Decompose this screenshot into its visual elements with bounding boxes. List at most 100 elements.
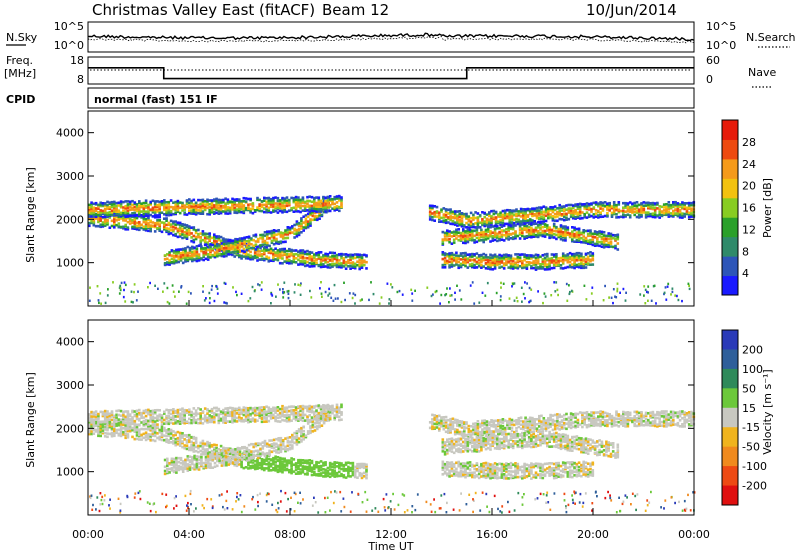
data-cell (476, 226, 479, 229)
data-cell (177, 431, 180, 434)
data-cell (127, 203, 130, 206)
data-cell (487, 225, 490, 228)
data-cell (460, 234, 463, 237)
data-cell (302, 471, 305, 474)
data-cell (195, 450, 198, 453)
data-cell (309, 429, 312, 432)
data-cell (590, 215, 593, 218)
data-cell (486, 218, 489, 221)
data-cell (188, 439, 191, 442)
data-cell (102, 413, 105, 416)
data-cell (354, 302, 356, 304)
data-cell (131, 291, 133, 293)
data-cell (127, 209, 130, 212)
data-cell (277, 459, 280, 462)
data-cell (113, 214, 116, 217)
data-cell (306, 472, 309, 475)
data-cell (481, 218, 484, 221)
data-cell (218, 244, 221, 247)
data-cell (179, 222, 182, 225)
data-cell (264, 246, 267, 249)
data-cell (127, 424, 130, 427)
data-cell (288, 262, 291, 265)
data-cell (97, 430, 100, 433)
data-cell (356, 476, 359, 479)
data-cell (645, 289, 647, 291)
data-cell (224, 208, 227, 211)
data-cell (476, 231, 479, 234)
data-cell (551, 257, 554, 260)
data-cell (193, 203, 196, 206)
data-cell (327, 467, 330, 470)
data-cell (169, 302, 171, 304)
data-cell (448, 301, 450, 303)
data-cell (193, 235, 196, 238)
data-cell (282, 296, 284, 298)
data-cell (304, 466, 307, 469)
data-cell (188, 229, 191, 232)
data-cell (250, 247, 253, 250)
data-cell (519, 237, 522, 240)
data-cell (532, 229, 535, 232)
data-cell (250, 237, 253, 240)
data-cell (263, 463, 266, 466)
data-cell (324, 469, 327, 472)
data-cell (578, 255, 581, 258)
data-cell (152, 200, 155, 203)
data-cell (536, 215, 539, 218)
data-cell (98, 299, 100, 301)
data-cell (270, 463, 273, 466)
data-cell (354, 253, 357, 256)
data-cell (274, 202, 277, 205)
data-cell (474, 217, 477, 220)
data-cell (282, 448, 285, 451)
data-cell (261, 258, 264, 261)
nave-label: Nave (748, 66, 776, 79)
data-cell (168, 203, 171, 206)
data-cell (202, 199, 205, 202)
data-cell (553, 223, 556, 226)
data-cell (258, 253, 261, 256)
data-cell (209, 249, 212, 252)
data-cell (234, 248, 237, 251)
data-cell (414, 290, 416, 292)
data-cell (464, 230, 467, 233)
data-cell (173, 259, 176, 262)
data-cell (605, 235, 608, 238)
data-cell (476, 257, 479, 260)
data-cell (667, 286, 669, 288)
data-cell (239, 451, 242, 454)
data-cell (173, 255, 176, 258)
station-title: Christmas Valley East (fitACF) (92, 1, 315, 19)
data-cell (196, 251, 199, 254)
data-cell (223, 255, 226, 258)
data-cell (588, 214, 591, 217)
data-cell (449, 287, 451, 289)
data-cell (98, 302, 100, 304)
data-cell (605, 238, 608, 241)
data-cell (257, 283, 259, 285)
data-cell (521, 287, 523, 289)
data-cell (243, 467, 246, 470)
data-cell (571, 230, 574, 233)
data-cell (122, 206, 125, 209)
data-cell (467, 228, 470, 231)
data-cell (345, 462, 348, 465)
data-cell (186, 224, 189, 227)
data-cell (289, 444, 292, 447)
data-cell (193, 448, 196, 451)
data-cell (264, 453, 267, 456)
data-cell (573, 229, 576, 232)
data-cell (521, 260, 524, 263)
data-cell (336, 254, 339, 257)
data-cell (311, 265, 314, 268)
data-cell (197, 199, 200, 202)
data-cell (527, 219, 530, 222)
data-cell (526, 235, 529, 238)
data-cell (298, 428, 301, 431)
data-cell (557, 257, 560, 260)
data-cell (188, 232, 191, 235)
data-cell (474, 211, 477, 214)
data-cell (517, 264, 520, 267)
